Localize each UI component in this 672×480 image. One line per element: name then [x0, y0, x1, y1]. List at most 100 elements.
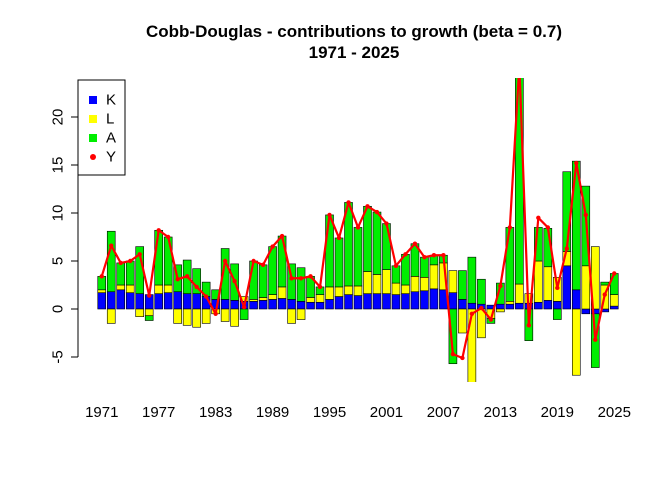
x-tick-label: 2019 [541, 404, 574, 421]
bar-L-1982 [201, 308, 211, 324]
bar-L-1981 [192, 308, 201, 328]
point-Y-1994 [317, 284, 323, 290]
bar-K-1990 [277, 298, 287, 310]
bar-L-2013 [496, 308, 505, 313]
bar-K-1995 [325, 299, 334, 310]
bar-K-1999 [363, 293, 372, 310]
bar-K-1979 [173, 291, 182, 310]
bar-K-2019 [553, 301, 562, 310]
legend-swatch-K [89, 96, 97, 104]
point-Y-1996 [336, 235, 342, 241]
bar-L-2006 [429, 264, 439, 290]
bar-L-2003 [401, 284, 410, 294]
point-Y-2020 [564, 246, 569, 251]
point-Y-2014 [507, 225, 513, 230]
bar-L-1993 [306, 297, 315, 303]
x-tick-label: 1989 [256, 404, 289, 421]
bar-L-1978 [163, 284, 173, 293]
point-Y-1971 [99, 274, 104, 279]
bar-L-1973 [116, 284, 126, 291]
bar-K-2008 [448, 292, 458, 310]
bar-K-2005 [420, 290, 429, 310]
bar-K-2022 [581, 308, 591, 315]
point-Y-2024 [602, 292, 607, 297]
point-Y-1972 [109, 243, 114, 248]
point-Y-1978 [165, 234, 171, 240]
bar-L-2018 [543, 266, 553, 301]
x-tick-label: 2013 [484, 404, 517, 421]
bar-K-1981 [192, 293, 201, 310]
y-tick-label: 0 [50, 305, 67, 313]
bar-A-2019 [553, 308, 562, 320]
bar-L-2002 [391, 282, 401, 295]
bar-A-1974 [125, 260, 135, 286]
x-tick-label: 2025 [598, 404, 631, 421]
bar-L-2011 [477, 308, 486, 339]
point-Y-1995 [327, 212, 332, 218]
bar-L-2022 [581, 265, 591, 310]
x-tick-label: 1977 [142, 404, 175, 421]
legend-label-A: A [106, 130, 116, 147]
point-Y-2021 [574, 160, 579, 166]
legend-marker-Y [90, 154, 96, 160]
bar-K-2009 [458, 299, 467, 310]
point-Y-2006 [431, 253, 437, 258]
bar-K-2001 [382, 293, 391, 310]
point-Y-1974 [128, 258, 133, 264]
bar-K-2021 [571, 289, 581, 310]
bar-L-2008 [448, 270, 458, 293]
point-Y-1981 [194, 284, 199, 290]
bar-L-1976 [144, 308, 154, 317]
bar-K-2025 [609, 305, 619, 310]
bar-A-1973 [116, 262, 126, 286]
bar-A-2009 [458, 270, 467, 300]
bar-L-1999 [363, 271, 372, 294]
point-Y-2010 [469, 311, 475, 316]
bar-L-2025 [609, 294, 619, 307]
bar-K-1971 [97, 292, 107, 310]
bar-K-1987 [249, 301, 258, 310]
point-Y-1976 [147, 293, 152, 298]
bar-A-1976 [144, 315, 154, 321]
bar-L-1977 [154, 284, 163, 294]
bar-L-2004 [410, 276, 420, 293]
x-tick-label: 1995 [313, 404, 346, 421]
bar-L-1974 [125, 284, 135, 293]
point-Y-2022 [583, 212, 588, 218]
bar-K-1998 [353, 295, 363, 310]
bar-K-1994 [315, 301, 325, 310]
point-Y-2001 [384, 221, 389, 226]
bar-L-1979 [173, 308, 182, 324]
bar-A-2005 [420, 256, 429, 278]
bar-A-1978 [163, 236, 173, 286]
bars-group [97, 78, 619, 382]
bar-A-1987 [249, 260, 258, 300]
bar-A-1996 [334, 237, 344, 288]
bar-L-1972 [106, 308, 116, 324]
bar-K-1992 [296, 301, 306, 310]
point-Y-1980 [184, 274, 190, 279]
bar-L-1990 [277, 286, 287, 299]
line-layer [99, 63, 617, 361]
bar-L-2005 [420, 277, 429, 292]
bar-K-2002 [391, 294, 401, 310]
point-Y-2015 [517, 63, 521, 67]
bar-L-1995 [325, 286, 334, 300]
bar-A-2025 [609, 273, 619, 295]
x-tick-label: 1971 [85, 404, 118, 421]
bar-K-1985 [230, 300, 239, 310]
bar-K-2000 [372, 293, 382, 310]
point-Y-1984 [222, 258, 228, 264]
bar-L-2001 [382, 269, 391, 294]
point-Y-2005 [422, 254, 427, 260]
bar-L-1991 [287, 308, 296, 324]
bar-L-1985 [230, 308, 239, 327]
bar-K-1973 [116, 289, 126, 310]
bar-K-2013 [496, 303, 505, 310]
bar-K-2003 [401, 293, 410, 310]
bar-K-1997 [344, 294, 353, 310]
point-Y-2011 [479, 305, 484, 311]
point-Y-2018 [545, 225, 551, 230]
point-Y-1986 [241, 304, 247, 310]
point-Y-2016 [526, 323, 532, 328]
